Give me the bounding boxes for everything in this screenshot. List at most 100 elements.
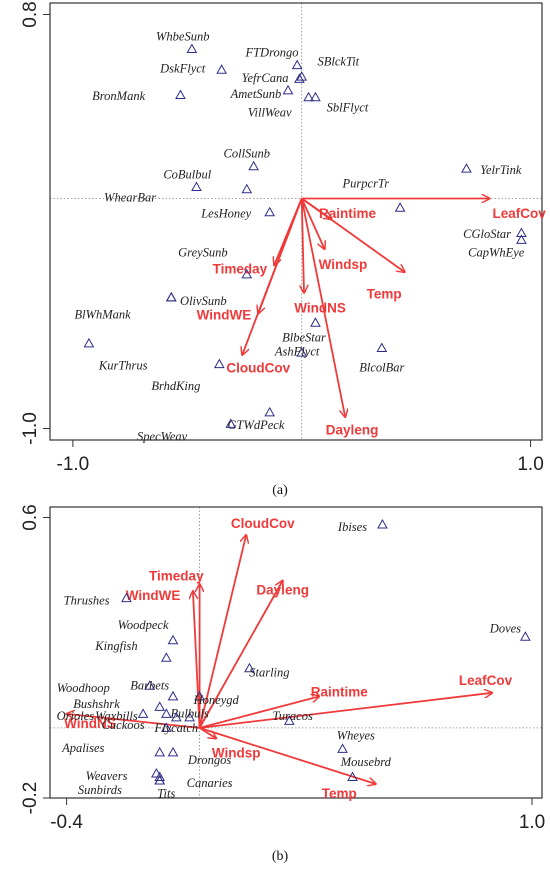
vector-arrow-dayleng [300,198,345,418]
species-label-canaries: Canaries [187,776,233,790]
species-label-orioles: Orioles [57,709,95,723]
species-label-sblcktit: SBlckTit [317,55,359,69]
vector-arrow-dayleng [198,581,283,729]
vector-arrow-windns [67,714,200,729]
species-point-ibises [377,519,388,529]
species-label-ibises: Ibises [337,520,367,534]
vector-label-timeday: Timeday [149,569,204,584]
vector-arrow-raintime [199,696,320,729]
species-label-barbets: Barbets [130,678,169,692]
species-point-kurthrus [83,337,95,348]
species-point-bronmank [175,89,186,99]
species-point-blwhmank [165,291,177,302]
species-label-kingfish: Kingfish [94,639,137,653]
species-point-waxbills [160,708,172,718]
species-point-wheyes [337,743,348,753]
x-tick-label: 1.0 [517,454,543,475]
species-point-thrushes [121,592,132,603]
species-point-specweav [225,418,237,428]
species-point-honeygd [194,690,205,701]
vector-arrow-cloudcov [242,198,303,355]
y-tick-label: 0.8 [20,1,41,27]
species-label-whearbar: WhearBar [104,190,156,204]
species-label-kurthrus: KurThrus [98,358,148,372]
species-label-ashflyct: AshFlyct [274,344,320,358]
species-label-wheyes: Wheyes [337,729,375,743]
plot-frame [49,2,543,441]
species-point-ametsunb [282,84,294,95]
species-label-villweav: VillWeav [248,105,292,119]
species-point-apalises [154,746,166,757]
species-label-dskflyct: DskFlyct [159,62,206,76]
species-label-drongos: Drongos [187,753,231,767]
species-label-mousebrd: Mousebrd [340,755,392,769]
y-tick-label: 0.6 [20,504,41,530]
species-point-whbesunb [186,43,198,53]
species-point-cobulbul [191,181,202,191]
vector-label-leafcov: LeafCov [492,206,546,221]
vector-label-windsp: Windsp [319,257,368,272]
species-label-yelrtink: YelrTink [480,163,522,177]
species-label-capwheye: CapWhEye [468,246,525,260]
species-point-doves [520,631,531,641]
species-label-bulbuls: Bulbuls [171,706,209,720]
x-tick-label: -1.0 [57,454,90,475]
species-label-blcolbar: BlcolBar [359,361,404,375]
species-point-starling [244,662,255,673]
vector-label-windwe: WindWE [197,307,252,322]
species-point-capwheye [516,234,527,244]
species-label-turacos: Turacos [273,709,313,723]
species-label-specweav: SpecWeav [137,430,188,444]
y-tick-label: -0.2 [20,782,41,815]
panel-caption: (b) [272,849,289,864]
vector-label-dayleng: Dayleng [256,583,309,598]
species-label-ametsunb: AmetSunb [230,87,282,101]
vector-arrow-cloudcov [198,535,247,729]
species-label-purpcrtr: PurpcrTr [342,177,390,191]
species-label-cglostar: CGloStar [463,227,511,241]
species-point-sblflyct [310,91,321,102]
species-label-collsunb: CollSunb [224,147,271,161]
species-point-gtwdpeck [264,406,276,417]
vector-label-temp: Temp [367,287,402,302]
vector-arrow-windsp [300,198,325,250]
species-point-yelrtink [461,163,472,173]
vector-label-cloudcov: CloudCov [226,360,290,375]
species-label-brhdking: BrhdKing [151,379,200,393]
species-point-tits [154,774,166,785]
species-point-yefrcana [294,73,305,83]
species-label-apalises: Apalises [61,741,104,755]
species-label-blwhmank: BlWhMank [75,308,132,322]
vector-label-windsp: Windsp [212,746,261,761]
vector-label-raintime: Raintime [311,684,369,699]
vector-label-windwe: WindWE [126,588,181,603]
species-point-villweav [303,91,314,102]
species-point-brhdking [213,358,225,369]
species-label-cobulbul: CoBulbul [163,167,211,181]
species-label-woodpeck: Woodpeck [118,618,169,632]
species-point-bushshrk [154,701,166,711]
vector-label-raintime: Raintime [319,206,377,221]
species-point-woodhoop [144,680,156,690]
species-point-blbestar [310,317,321,327]
species-label-cuckoos: Cuckoos [102,718,145,732]
vector-label-timeday: Timeday [213,261,268,276]
species-label-starling: Starling [249,665,289,679]
species-label-greysunb: GreySunb [178,246,228,260]
vector-label-windns: WindNS [294,300,346,315]
y-tick-label: -1.0 [20,412,41,445]
species-point-sunbirds [151,767,162,778]
vector-label-cloudcov: CloudCov [231,516,295,531]
species-point-turacos [283,715,295,725]
species-label-gtwdpeck: GTWdPeck [227,418,284,432]
vector-arrow-leafcov [199,693,493,729]
panel-a: -1.0 1.0 0.8 -1.0 LeafCov Raintime Windsp Temp W… [20,1,546,498]
vector-label-windns: WindNS [64,716,116,731]
species-point-barbets [167,690,179,701]
species-point-collsunb [248,160,260,171]
species-point-ashflyct [296,347,308,357]
species-point-leshoney [264,206,276,217]
species-point-ftdrongo [291,59,303,70]
species-point-cuckoos [160,722,172,732]
